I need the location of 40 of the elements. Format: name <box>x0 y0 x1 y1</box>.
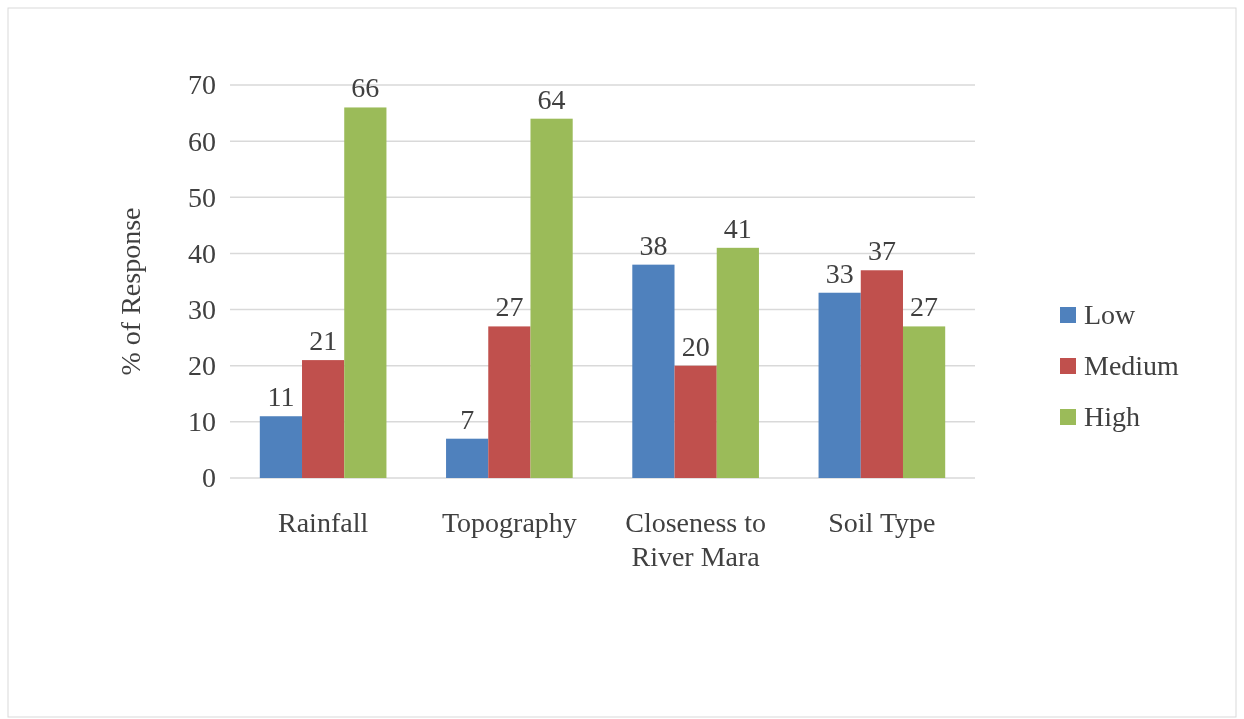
y-tick-label: 60 <box>188 125 216 157</box>
data-label: 27 <box>910 291 939 323</box>
x-tick-label: Topography <box>441 507 577 538</box>
data-label: 64 <box>537 83 566 115</box>
bar <box>818 292 861 478</box>
data-label: 66 <box>351 72 380 104</box>
legend-label: Medium <box>1084 350 1180 381</box>
bar <box>902 326 946 478</box>
y-tick-label: 10 <box>188 406 216 438</box>
data-label: 20 <box>681 330 710 362</box>
y-tick-label: 40 <box>188 237 216 269</box>
y-tick-label: 70 <box>188 69 216 101</box>
x-tick-label: Soil Type <box>828 507 936 538</box>
data-label: 11 <box>267 381 295 413</box>
y-tick-label: 0 <box>202 462 216 494</box>
y-tick-label: 50 <box>188 181 216 213</box>
x-tick-label: Rainfall <box>278 507 369 538</box>
y-tick-label: 30 <box>188 294 216 326</box>
data-label: 38 <box>639 229 668 261</box>
bar <box>259 416 303 478</box>
bar <box>632 264 675 478</box>
bar <box>302 360 345 478</box>
legend-label: Low <box>1084 299 1137 330</box>
data-label: 37 <box>867 235 896 267</box>
bar <box>488 326 531 478</box>
bar <box>860 270 903 478</box>
legend-label: High <box>1084 401 1140 432</box>
bar <box>446 438 489 478</box>
y-axis-title: % of Response <box>115 207 146 376</box>
data-label: 7 <box>460 403 475 435</box>
bar <box>344 107 387 478</box>
data-label: 21 <box>309 325 338 357</box>
bar <box>530 118 573 478</box>
bar <box>674 365 717 478</box>
bar <box>716 247 759 478</box>
data-label: 33 <box>825 257 854 289</box>
y-tick-label: 20 <box>188 350 216 382</box>
x-tick-label: Closeness to River Mara <box>625 507 767 572</box>
data-label: 27 <box>495 291 524 323</box>
data-label: 41 <box>723 212 752 244</box>
